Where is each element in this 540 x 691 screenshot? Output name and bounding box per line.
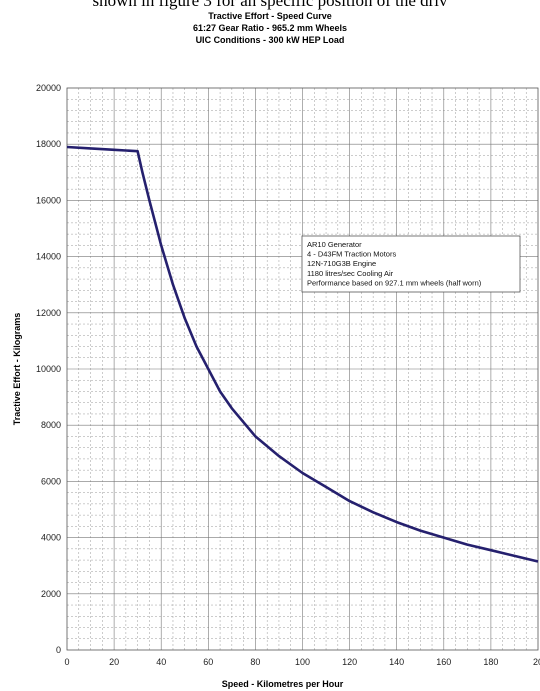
x-tick-label: 20 <box>533 657 540 667</box>
chart-subtitle-1: 61:27 Gear Ratio - 965.2 mm Wheels <box>192 23 348 33</box>
chart-title-block: Tractive Effort - Speed Curve 61:27 Gear… <box>0 10 540 46</box>
x-tick-label: 40 <box>156 657 166 667</box>
y-tick-label: 2000 <box>41 589 61 599</box>
y-tick-label: 12000 <box>36 308 61 318</box>
x-tick-label: 80 <box>250 657 260 667</box>
y-tick-label: 6000 <box>41 476 61 486</box>
x-tick-label: 120 <box>342 657 357 667</box>
annotation-frame <box>301 235 521 293</box>
x-tick-label: 60 <box>203 657 213 667</box>
y-tick-label: 18000 <box>36 139 61 149</box>
x-tick-label: 0 <box>64 657 69 667</box>
plot-frame <box>66 87 539 651</box>
annotation-line: Performance based on 927.1 mm wheels (ha… <box>307 278 482 287</box>
x-tick-label: 100 <box>295 657 310 667</box>
x-tick-label: 160 <box>436 657 451 667</box>
y-tick-label: 10000 <box>36 364 61 374</box>
y-tick-label: 20000 <box>36 83 61 93</box>
x-tick-label: 140 <box>389 657 404 667</box>
annotation-line: 12N-710G3B Engine <box>307 259 376 268</box>
y-tick-label: 0 <box>56 645 61 655</box>
y-tick-label: 14000 <box>36 252 61 262</box>
x-axis-ticks: 0 20 40 60 80 100 120 140 160 180 20 <box>64 657 540 667</box>
annotation-line: 1180 litres/sec Cooling Air <box>307 269 394 278</box>
y-axis-ticks: 0 2000 4000 6000 8000 10000 12000 14000 16000 180… <box>36 83 61 655</box>
cut-off-caption: shown in figure 3 for an specific positi… <box>92 0 448 10</box>
series-line <box>66 145 539 563</box>
y-axis-label: Tractive Effort - Kilograms <box>12 313 22 426</box>
x-tick-label: 180 <box>483 657 498 667</box>
chart-title: Tractive Effort - Speed Curve <box>208 11 332 21</box>
y-tick-label: 16000 <box>36 195 61 205</box>
annotation-line: AR10 Generator <box>307 240 362 249</box>
annotation-line: 4 - D43FM Traction Motors <box>307 250 396 259</box>
y-tick-label: 4000 <box>41 533 61 543</box>
y-tick-label: 8000 <box>41 420 61 430</box>
x-tick-label: 20 <box>109 657 119 667</box>
x-axis-label: Speed - Kilometres per Hour <box>222 679 344 689</box>
chart-subtitle-2: UIC Conditions - 300 kW HEP Load <box>195 35 345 45</box>
series-layer <box>66 145 539 563</box>
